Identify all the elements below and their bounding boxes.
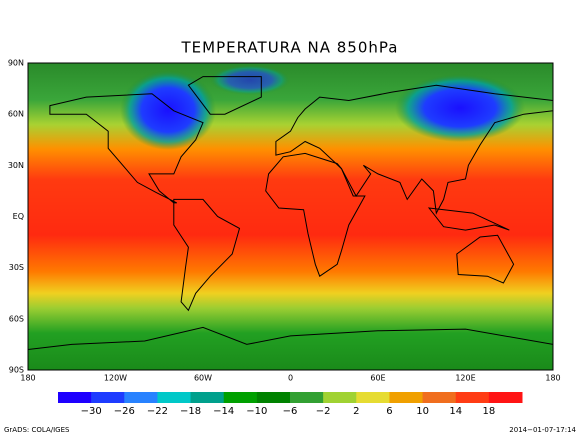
colorbar-label: −10 <box>246 406 267 417</box>
colorbar-box <box>290 392 324 403</box>
coastline <box>49 93 204 204</box>
colorbar-box <box>356 392 390 403</box>
colorbar-box <box>455 392 490 403</box>
lat-label: 30N <box>8 161 24 170</box>
lon-label: 180 <box>20 374 35 383</box>
colorbar-label: 10 <box>416 406 429 417</box>
colorbar-box <box>58 392 92 403</box>
lat-label: 90N <box>8 59 24 68</box>
colorbar-label: −2 <box>316 406 331 417</box>
lon-label: 180 <box>545 374 560 383</box>
footer-credit: GrADS: COLA/IGES <box>4 426 70 434</box>
footer-timestamp: 2014−01-07-17:14 <box>509 426 576 434</box>
colorbar-label: 14 <box>449 406 462 417</box>
colorbar-box <box>190 392 225 403</box>
colorbar-label: −26 <box>114 406 135 417</box>
coastline <box>427 207 510 231</box>
coastline <box>275 84 553 215</box>
coastline <box>456 234 515 284</box>
colorbar-label: −6 <box>283 406 298 417</box>
colorbar-label: −14 <box>213 406 234 417</box>
colorbar-box <box>488 392 523 403</box>
colorbar-box <box>223 392 258 403</box>
colorbar-box <box>389 392 424 403</box>
colorbar-label: 2 <box>353 406 359 417</box>
colorbar-label: 18 <box>482 406 495 417</box>
lon-label: 60E <box>370 374 385 383</box>
colorbar-label: 6 <box>386 406 392 417</box>
colorbar-box <box>124 392 158 403</box>
map-title: TEMPERATURA NA 850hPa <box>181 39 399 57</box>
colorbar-box <box>256 392 291 403</box>
colorbar-box <box>157 392 192 403</box>
cold-region <box>120 70 216 150</box>
temperature-field <box>28 63 553 370</box>
lon-label: 120W <box>104 374 127 383</box>
coastline <box>173 198 241 312</box>
cold-region <box>210 65 290 95</box>
lat-label: 90S <box>9 366 24 375</box>
map-frame <box>27 62 554 371</box>
colorbar-box <box>422 392 457 403</box>
lat-label: EQ <box>13 212 24 221</box>
colorbar-box <box>323 392 357 403</box>
lat-label: 30S <box>9 263 24 272</box>
colorbar-label: −22 <box>147 406 168 417</box>
lon-label: 120E <box>455 374 475 383</box>
lon-label: 0 <box>288 374 293 383</box>
lat-label: 60S <box>9 314 24 323</box>
coastline <box>187 76 262 115</box>
cold-region <box>395 74 525 142</box>
colorbar-box <box>91 392 125 403</box>
colorbar-label: −18 <box>180 406 201 417</box>
lon-label: 60W <box>194 374 212 383</box>
coastline <box>28 326 553 350</box>
colorbar-label: −30 <box>81 406 102 417</box>
lat-label: 60N <box>8 110 24 119</box>
coastline <box>265 152 366 277</box>
